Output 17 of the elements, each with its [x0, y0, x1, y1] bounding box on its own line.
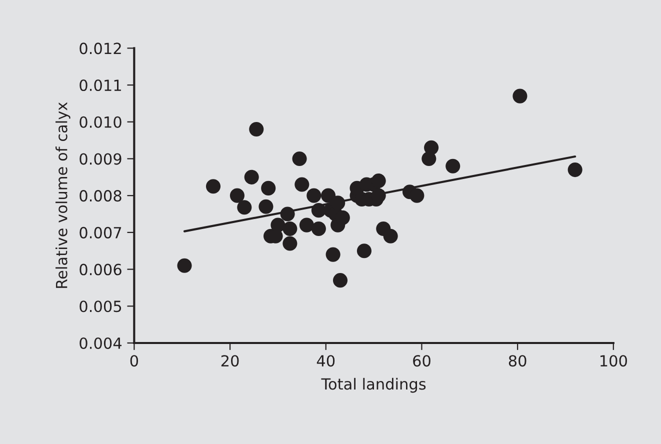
x-tick-label: 0 [130, 355, 138, 367]
x-tick-label: 100 [600, 355, 627, 367]
x-axis-title: Total landings [321, 378, 426, 393]
y-axis-title: Relative volume of calyx [56, 102, 70, 288]
y-tick-label: 0.008 [80, 190, 122, 202]
x-tick-label: 40 [316, 355, 335, 367]
x-tick-label: 20 [221, 355, 239, 367]
y-tick-label: 0.007 [80, 226, 122, 238]
x-tick-label: 60 [413, 355, 430, 367]
y-tick-label: 0.004 [80, 337, 122, 350]
y-tick-label: 0.010 [80, 116, 122, 128]
x-tick-label: 80 [508, 355, 526, 367]
y-tick-label: 0.009 [80, 153, 122, 165]
y-tick-label: 0.005 [80, 300, 122, 312]
y-tick-label: 0.012 [80, 42, 121, 54]
y-tick-label: 0.011 [80, 79, 121, 92]
y-tick-label: 0.006 [80, 264, 122, 276]
